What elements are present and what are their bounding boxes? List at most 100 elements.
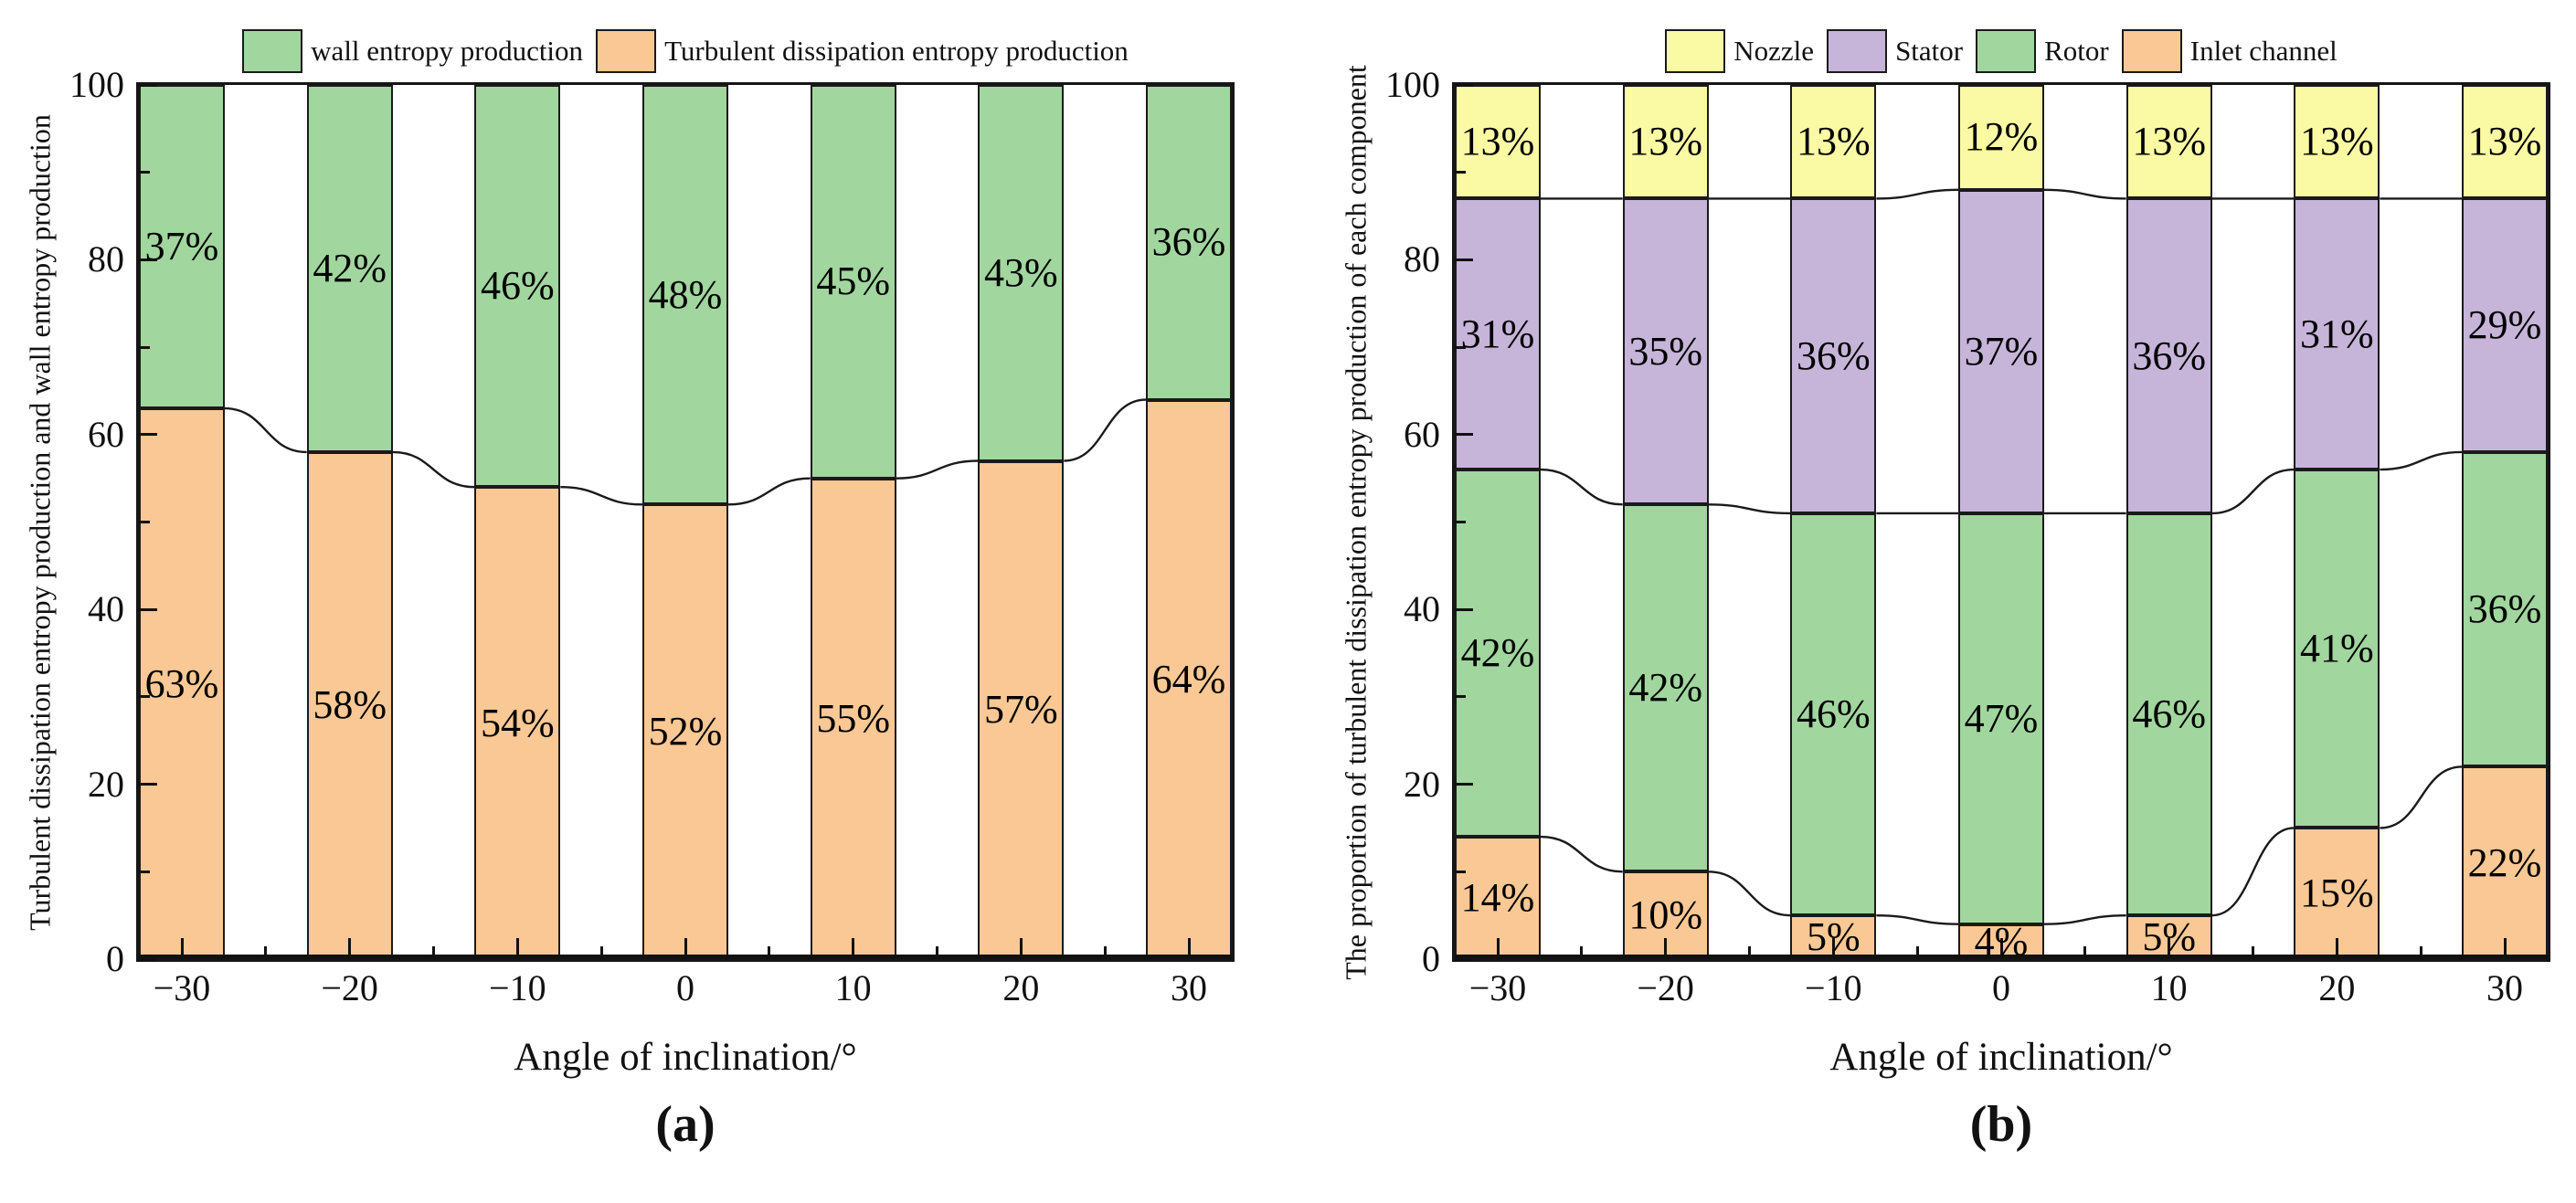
x-tick xyxy=(515,938,519,959)
legend-item: Turbulent dissipation entropy production xyxy=(596,29,1129,73)
y-minor-tick xyxy=(139,870,150,873)
y-tick-label: 100 xyxy=(1385,64,1440,105)
bar-segment xyxy=(1622,85,1709,199)
bar-segment xyxy=(2125,85,2212,199)
bar-segment xyxy=(810,478,896,959)
x-axis-line xyxy=(139,955,1232,959)
x-minor-tick xyxy=(2252,946,2254,959)
y-axis-title: The proportion of turbulent dissipation … xyxy=(1339,64,1373,980)
y-tick-label: 80 xyxy=(1404,238,1440,280)
bar-segment-label: 22% xyxy=(2467,839,2542,885)
y-tick xyxy=(139,607,157,611)
bar-segment-label: 5% xyxy=(1807,914,1860,960)
legend-label: Turbulent dissipation entropy production xyxy=(664,35,1129,67)
x-tick-label: −10 xyxy=(489,967,546,1008)
y-minor-tick xyxy=(139,695,150,699)
y-minor-tick xyxy=(1455,521,1466,523)
legend-item: Nozzle xyxy=(1665,29,1814,73)
bar-segment-label: 41% xyxy=(2300,626,2374,671)
x-minor-tick xyxy=(599,946,603,959)
x-tick xyxy=(2503,938,2507,959)
connector-line xyxy=(2380,765,2463,829)
y-tick xyxy=(139,83,157,87)
connector-line xyxy=(727,477,811,506)
y-tick xyxy=(139,433,157,437)
bar-segment xyxy=(2125,915,2212,959)
legend-swatch xyxy=(2121,29,2182,73)
x-tick-label: −30 xyxy=(153,967,211,1008)
x-minor-tick xyxy=(1580,946,1584,959)
y-minor-tick xyxy=(1455,171,1466,174)
legend-label: Stator xyxy=(1895,35,1964,67)
bar-segment-label: 42% xyxy=(313,245,387,290)
bar-segment xyxy=(2294,198,2380,470)
bar-segment-label: 36% xyxy=(2467,586,2542,632)
x-tick xyxy=(2335,938,2338,959)
panel-caption: (b) xyxy=(1969,1096,2033,1153)
bar-segment-label: 10% xyxy=(1628,892,1702,938)
x-tick-label: −20 xyxy=(1637,967,1694,1008)
connector-line xyxy=(2043,913,2126,925)
bar-segment-label: 5% xyxy=(2142,914,2196,960)
y-minor-tick xyxy=(139,171,150,174)
bar-segment-label: 46% xyxy=(2132,691,2206,737)
legend: Nozzle Stator Rotor Inlet channel xyxy=(1455,24,2548,79)
connector-line xyxy=(224,406,307,454)
bar-segment xyxy=(1146,399,1232,959)
bar-segment-label: 31% xyxy=(1460,311,1535,356)
bar-segment-label: 13% xyxy=(1797,119,1871,164)
plot-area: 14% 42% 31% 13% 10% 42% 35% 13% 5% 46% 36% 13% 4% 47%… xyxy=(1452,82,2550,962)
bar-segment xyxy=(1958,923,2044,959)
x-tick-label: 30 xyxy=(2486,967,2523,1008)
y-minor-tick xyxy=(139,521,150,523)
bar-segment xyxy=(642,85,728,505)
bar-segment xyxy=(1622,198,1709,505)
connector-line xyxy=(1540,468,1623,506)
y-tick xyxy=(1455,433,1473,437)
bar-segment xyxy=(2462,198,2548,452)
x-tick-label: 10 xyxy=(2150,967,2188,1008)
y-minor-tick xyxy=(1455,345,1466,349)
x-axis-title: Angle of inclination/° xyxy=(514,1036,857,1079)
bar-segment-label: 64% xyxy=(1151,656,1226,702)
bar-segment xyxy=(2462,85,2548,199)
legend-item: Inlet channel xyxy=(2121,29,2337,73)
y-tick xyxy=(1455,607,1473,611)
bar-segment xyxy=(978,460,1065,959)
bar-segment xyxy=(2462,451,2548,767)
y-minor-tick xyxy=(139,345,150,349)
x-axis-line xyxy=(1455,955,2548,959)
y-axis-title: Turbulent dissipation entropy production… xyxy=(23,113,57,931)
x-tick xyxy=(180,938,184,959)
x-minor-tick xyxy=(264,946,268,959)
connector-line xyxy=(1876,188,1959,200)
connector-line xyxy=(2043,188,2126,200)
plot-area: 63% 37% 58% 42% 54% 46% 52% 48% 55% 45% 57% 43% 64% 3… xyxy=(136,82,1235,962)
x-minor-tick xyxy=(936,946,938,959)
y-tick xyxy=(1455,258,1473,261)
x-tick-label: 20 xyxy=(1002,967,1040,1008)
legend: wall entropy production Turbulent dissipa… xyxy=(139,24,1232,79)
bar-segment-label: 45% xyxy=(816,259,890,304)
legend-swatch xyxy=(596,29,657,73)
bar-segment xyxy=(1455,198,1541,470)
x-minor-tick xyxy=(1103,946,1107,959)
legend-label: Rotor xyxy=(2044,35,2109,67)
legend-label: wall entropy production xyxy=(311,35,584,67)
legend-swatch xyxy=(1976,29,2037,73)
x-tick-label: 30 xyxy=(1171,967,1207,1008)
y-minor-tick xyxy=(1455,695,1466,699)
connector-line xyxy=(896,459,979,480)
bar-segment-label: 55% xyxy=(816,695,890,741)
bar-segment-label: 54% xyxy=(481,700,555,745)
y-tick-label: 20 xyxy=(1404,763,1440,805)
panel-caption: (a) xyxy=(655,1096,716,1153)
bar-segment-label: 14% xyxy=(1460,875,1535,920)
y-tick-label: 100 xyxy=(69,64,124,105)
connector-line xyxy=(2211,468,2295,515)
y-minor-tick xyxy=(1455,870,1466,873)
bar-segment-label: 42% xyxy=(1460,630,1535,676)
x-minor-tick xyxy=(2083,946,2087,959)
bar-segment xyxy=(1958,512,2044,924)
